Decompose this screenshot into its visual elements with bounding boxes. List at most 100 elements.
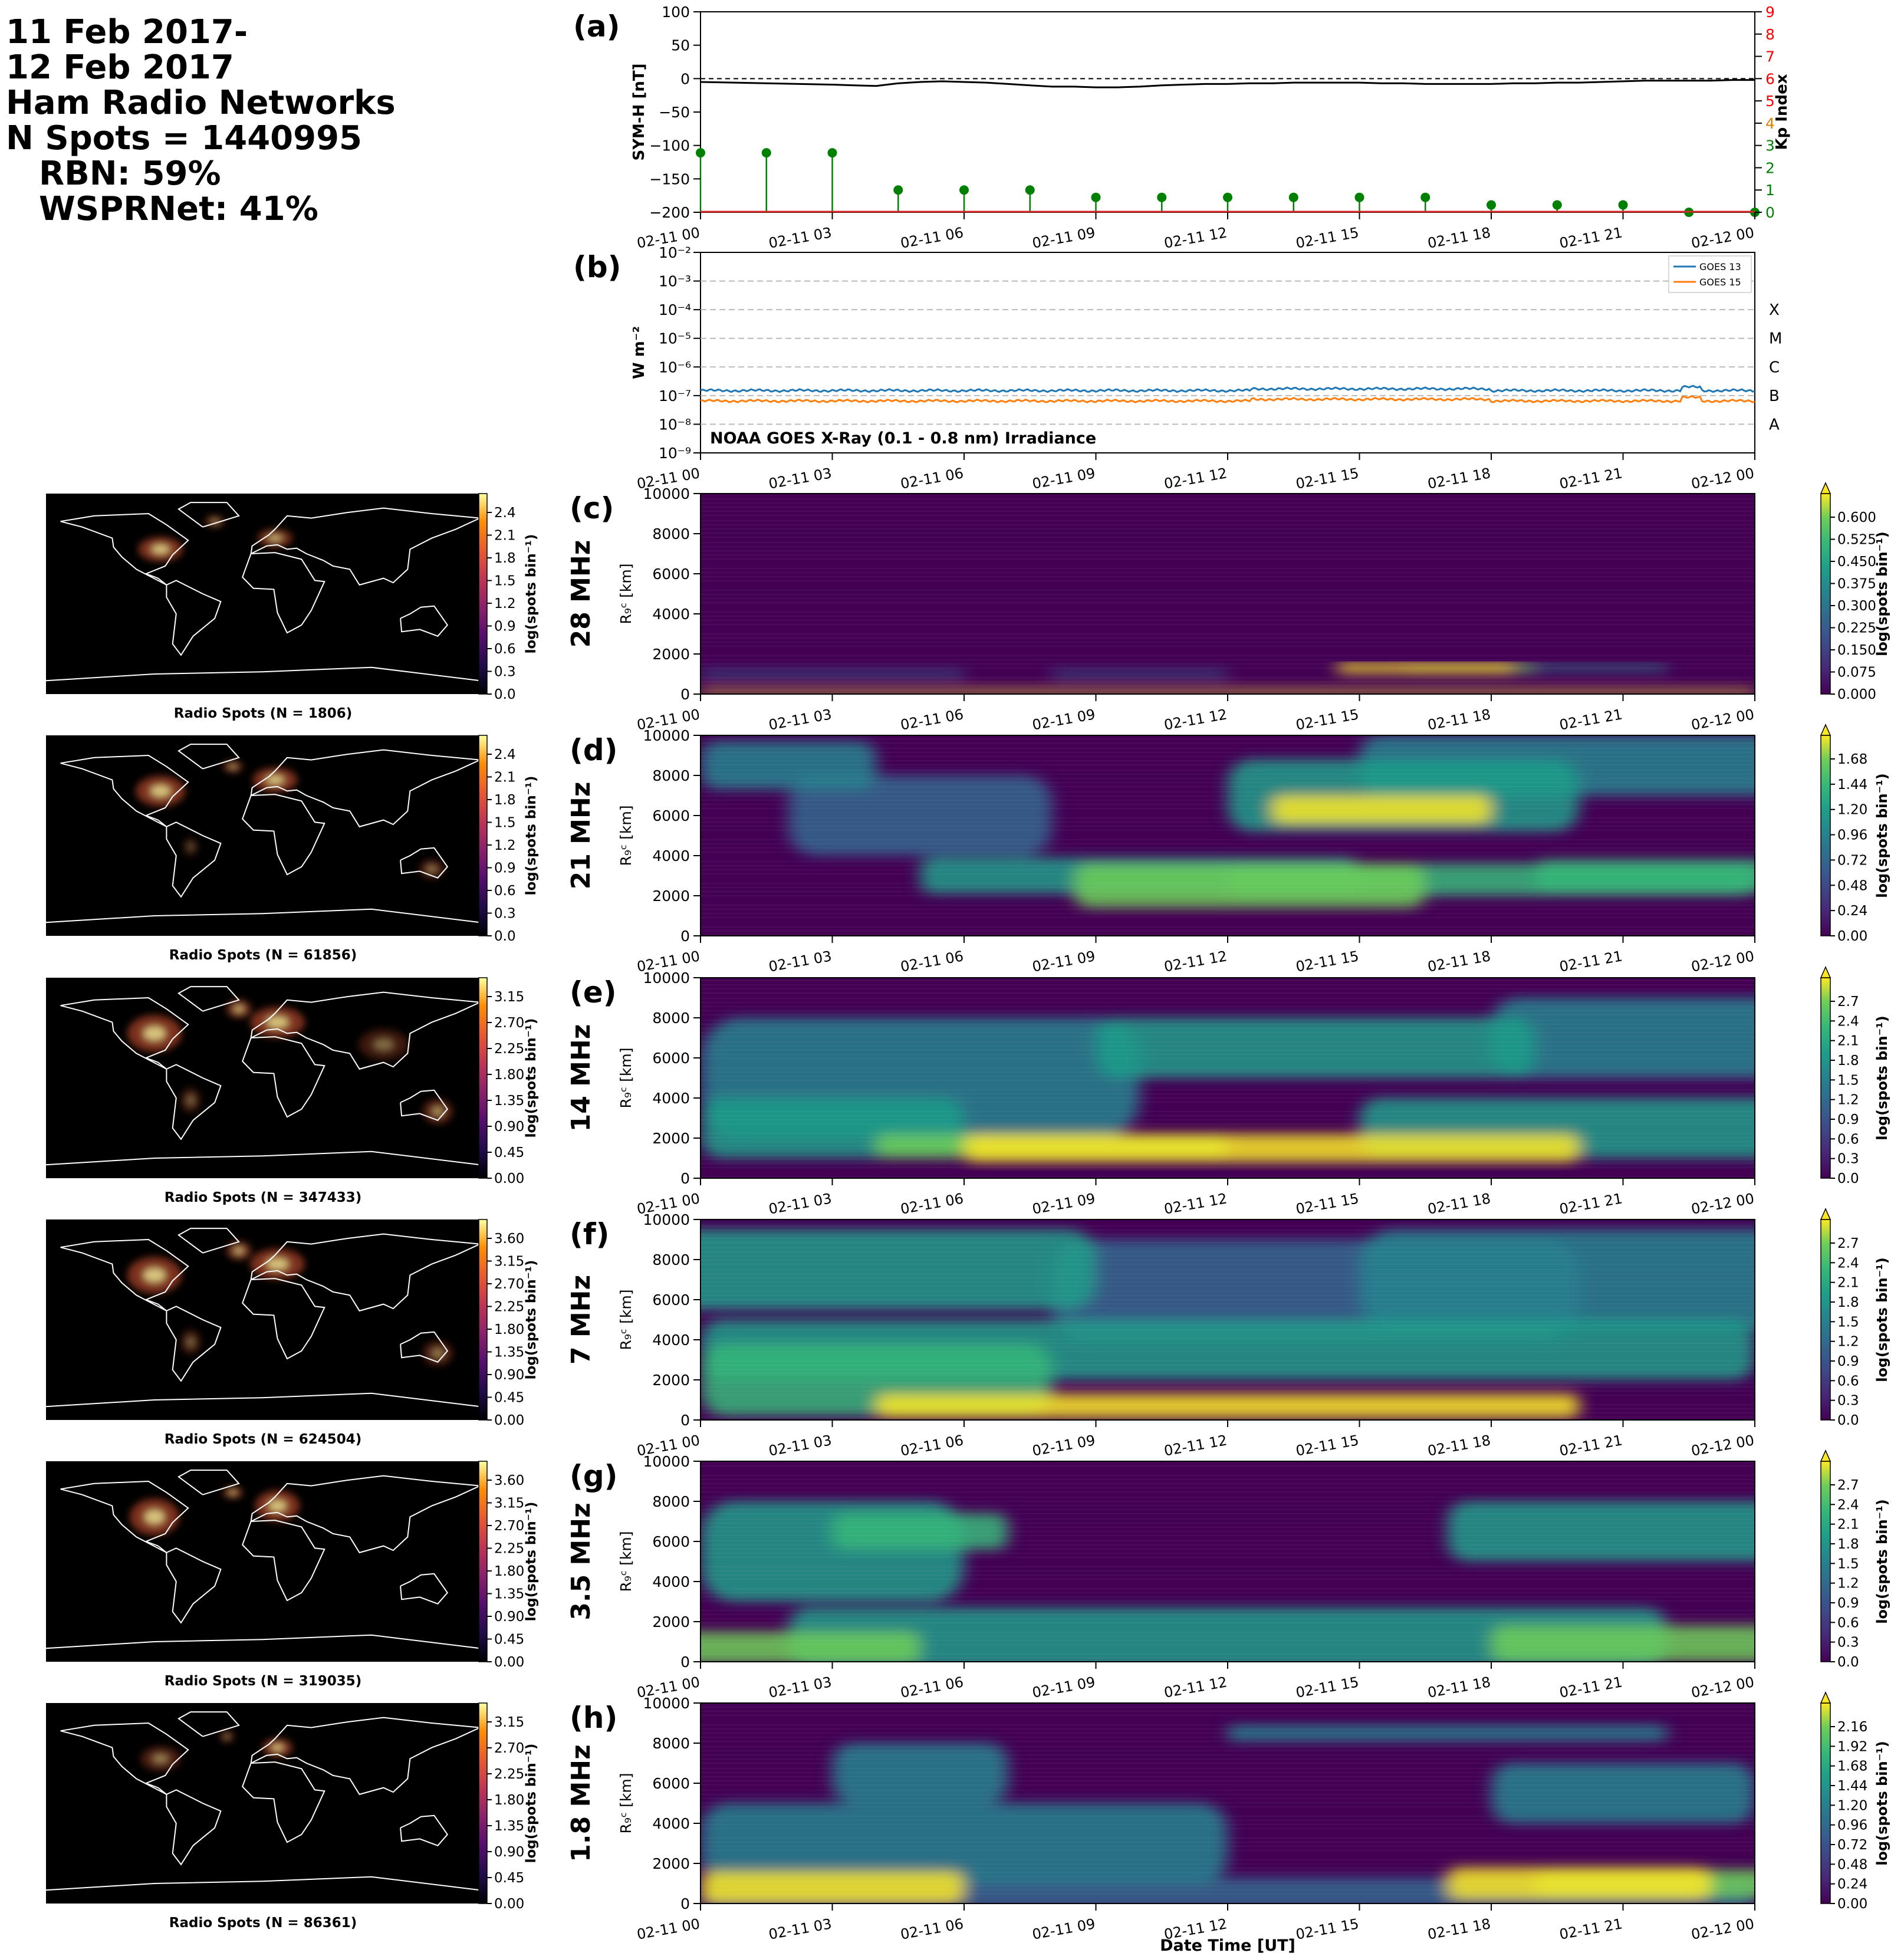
y-tick-label: 10000 [643,1211,690,1228]
colorbar-tick-label: 1.2 [1837,1334,1859,1350]
x-tick-label: 02-11 03 [767,1432,833,1459]
spot-region-core [271,1743,284,1752]
spot-region-core [234,1247,245,1255]
spot-region-core [265,1015,290,1029]
heatmap-ylabel: R₉ᶜ [km] [617,1048,634,1109]
map-background [46,494,480,694]
y-tick-label: 6000 [652,566,690,583]
map-colorbar-label: log(spots bin⁻¹) [524,1502,539,1622]
kp-marker [1354,192,1364,202]
colorbar-tick-label: 0.96 [1837,828,1867,843]
colorbar-tick-label: 0.48 [1837,1857,1867,1872]
heatmap-region [701,689,1755,694]
map-colorbar-tick-label: 0.9 [494,619,516,635]
y2-tick-label: 9 [1765,4,1775,21]
map-colorbar-tick-label: 3.15 [494,1715,524,1730]
y-tick-label: 0 [680,686,690,703]
map-spot-density [140,1730,292,1771]
map-colorbar-tick-label: 2.4 [494,505,516,521]
coastline [60,754,189,827]
y-tick-label: 8000 [652,1493,690,1510]
map-colorbar-tick-label: 0.45 [494,1145,524,1161]
heatmap-region [701,1230,1096,1310]
colorbar-tick-label: 2.1 [1837,1275,1859,1291]
y-tick-label: 10⁻⁶ [659,359,691,376]
x-tick-label: 02-11 15 [1294,706,1360,733]
map-colorbar-tick-label: 2.4 [494,747,516,762]
heatmap-region [701,741,876,790]
y2-tick-label: 8 [1765,26,1775,43]
spot-region-core [431,1106,445,1117]
x-tick-label: 02-11 21 [1558,224,1623,251]
y-tick-label: −50 [659,104,690,121]
y-tick-label: 10⁻² [659,244,691,261]
kp-marker [1025,185,1035,195]
map-colorbar-tick-label: 1.35 [494,1587,524,1602]
spot-region-core [426,865,438,873]
heatmap-region [1447,1501,1755,1561]
y-tick-label: 6000 [652,1533,690,1550]
x-tick-label: 02-11 09 [1031,1190,1096,1217]
colorbar-tick-label: 1.5 [1837,1073,1859,1088]
y-tick-label: 0 [680,1653,690,1671]
x-tick-label: 02-11 15 [1294,224,1360,251]
kp-marker [696,148,705,158]
map-colorbar-tick-label: 1.5 [494,574,516,589]
x-tick-label: 02-11 06 [899,224,965,251]
y-tick-label: 4000 [652,606,690,623]
band-label: 21 MHz [566,782,596,890]
x-tick-label: 02-11 09 [1031,465,1096,492]
x-tick-label: 02-11 12 [1163,465,1228,492]
heatmap-region [1271,795,1491,824]
map-colorbar-tick-label: 0.3 [494,665,516,680]
map-colorbar [478,1702,488,1904]
y-tick-label: 8000 [652,1735,690,1752]
y-tick-label: 6000 [652,1775,690,1792]
x-tick-label: 02-11 03 [767,706,833,733]
map-colorbar-tick-label: 0.00 [494,1896,524,1912]
colorbar-label: log(spots bin⁻¹) [1874,1499,1890,1624]
coastline [177,1228,240,1254]
map-colorbar-tick-label: 0.45 [494,1632,524,1648]
y-tick-label: 4000 [652,1815,690,1832]
colorbar-tick-label: 0.9 [1837,1596,1859,1611]
y-tick-label: 0 [680,1412,690,1429]
band-label: 14 MHz [566,1024,596,1132]
y-tick-label: 2000 [652,1613,690,1630]
map-colorbar-tick-label: 2.70 [494,1015,524,1031]
colorbar-tick-label: 0.525 [1837,532,1876,548]
y-tick-label: 10000 [643,1695,690,1712]
colorbar-tick-label: 0.00 [1837,929,1867,944]
heatmap-background [701,494,1755,694]
map-colorbar-tick-label: 0.6 [494,642,516,657]
heatmap-ylabel: R₉ᶜ [km] [617,1531,634,1592]
heatmap-cells [701,494,1755,694]
x-tick-label: 02-11 18 [1426,224,1492,251]
colorbar-tick-label: 2.4 [1837,1255,1859,1271]
panel-label: (c) [570,491,614,525]
y2-tick-label: 0 [1765,204,1775,221]
map-caption: Radio Spots (N = 86361) [169,1915,357,1931]
x-axis-label: Date Time [UT] [1160,1937,1295,1955]
map-h: Radio Spots (N = 86361) 3.15 2.70 2.25 1.80 1… [45,1702,539,1931]
colorbar-tick-label: 1.68 [1837,752,1867,767]
colorbar-tick-label: 2.4 [1837,1497,1859,1513]
panel-c: 10000 8000 6000 4000 2000 0 R₉ᶜ [km] 28 MHz (c) 0… [566,482,1890,734]
coastline [166,821,222,898]
kp-marker [827,148,837,158]
heatmap-cells [701,980,1755,1178]
coastline [177,502,240,528]
kp-marker [1618,200,1628,210]
map-colorbar-tick-label: 1.2 [494,596,516,612]
coastline [242,1761,325,1843]
x-tick-label: 02-12 00 [1690,706,1755,733]
coastline [166,1547,222,1624]
panel-a: 100 50 0 −50 −100 −150 −200 0 1 2 3 4 5 6 7 8 9 SYM-H [nT… [573,4,1791,252]
panel-a-label: (a) [573,9,620,44]
coastline [45,1634,481,1649]
y-tick-label: 10⁻⁷ [659,387,691,405]
map-colorbar-label: log(spots bin⁻¹) [524,776,539,896]
colorbar-tick-label: 0.96 [1837,1818,1867,1833]
y-tick-label: 0 [680,928,690,945]
map-colorbar-tick-label: 1.80 [494,1067,524,1083]
